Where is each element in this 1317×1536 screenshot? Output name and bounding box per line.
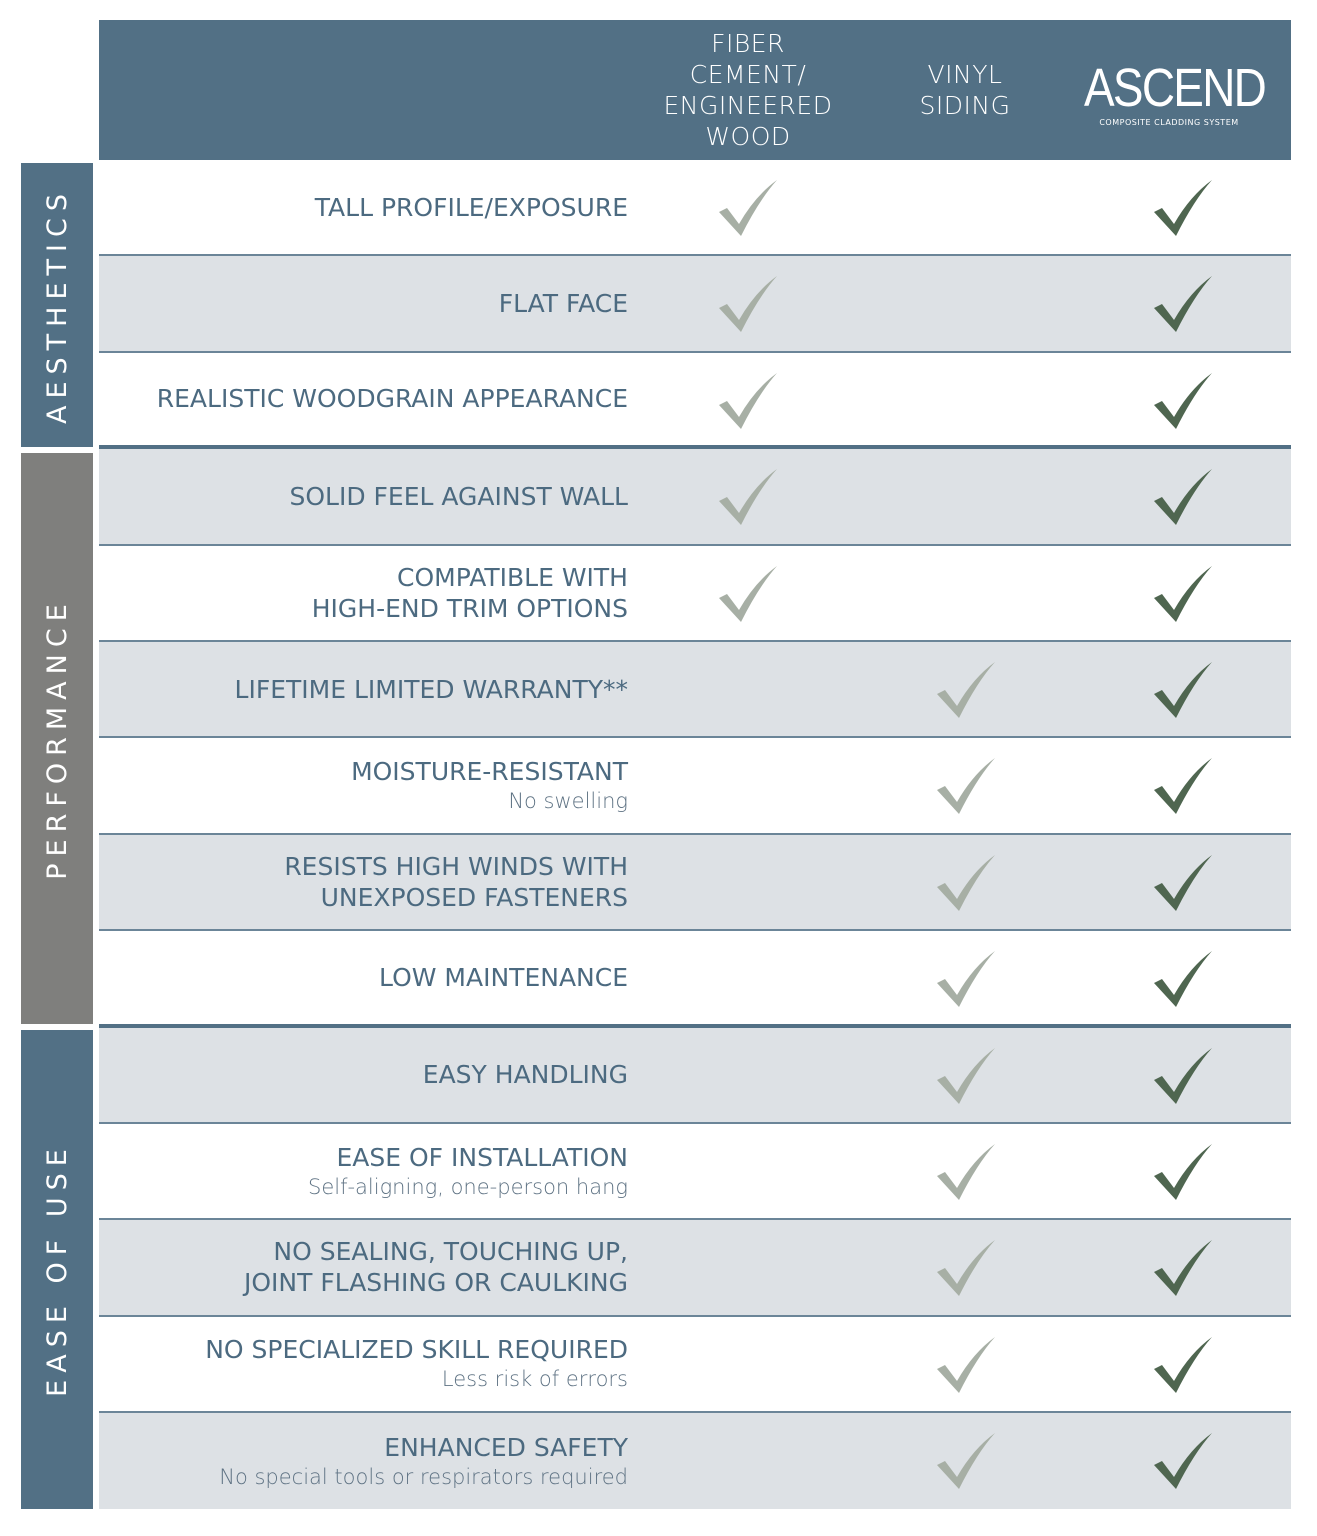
checkmark-icon — [1152, 756, 1214, 816]
table-row: TALL PROFILE/EXPOSURE — [99, 160, 1291, 257]
feature-name: COMPATIBLE WITH HIGH-END TRIM OPTIONS — [311, 562, 628, 623]
comparison-rows: TALL PROFILE/EXPOSURE FLAT FACE REALISTIC … — [99, 160, 1291, 1510]
table-row: RESISTS HIGH WINDS WITH UNEXPOSED FASTEN… — [99, 834, 1291, 932]
checkmark-icon — [935, 1238, 997, 1298]
row-label: NO SEALING, TOUCHING UP, JOINT FLASHING … — [244, 1220, 628, 1314]
row-label: MOISTURE-RESISTANT No swelling — [351, 738, 628, 832]
row-label: ENHANCED SAFETY No special tools or respi… — [219, 1413, 628, 1509]
logo-tagline: COMPOSITE CLADDING SYSTEM — [1099, 118, 1239, 127]
table-row: LIFETIME LIMITED WARRANTY** — [99, 641, 1291, 739]
checkmark-icon — [935, 949, 997, 1009]
feature-name: SOLID FEEL AGAINST WALL — [289, 481, 628, 511]
row-label: SOLID FEEL AGAINST WALL — [289, 449, 628, 543]
feature-name: LIFETIME LIMITED WARRANTY** — [234, 674, 628, 704]
column-header-vinyl-siding: VINYL SIDING — [919, 60, 1011, 120]
table-row: NO SPECIALIZED SKILL REQUIRED Less risk o… — [99, 1317, 1291, 1414]
checkmark-icon — [1152, 1335, 1214, 1395]
row-label: TALL PROFILE/EXPOSURE — [315, 160, 628, 254]
checkmark-icon — [1152, 1238, 1214, 1298]
feature-name: REALISTIC WOODGRAIN APPEARANCE — [156, 384, 628, 414]
feature-name: NO SPECIALIZED SKILL REQUIRED — [205, 1335, 628, 1365]
checkmark-icon — [1152, 564, 1214, 624]
feature-name: NO SEALING, TOUCHING UP, JOINT FLASHING … — [243, 1237, 628, 1298]
row-label: FLAT FACE — [499, 256, 628, 350]
checkmark-icon — [717, 274, 779, 334]
table-row: SOLID FEEL AGAINST WALL — [99, 449, 1291, 546]
feature-name: RESISTS HIGH WINDS WITH UNEXPOSED FASTEN… — [284, 851, 628, 912]
checkmark-icon — [935, 1431, 997, 1491]
feature-name: ENHANCED SAFETY — [384, 1432, 628, 1462]
checkmark-icon — [935, 1142, 997, 1202]
checkmark-icon — [1152, 274, 1214, 334]
checkmark-icon — [1152, 949, 1214, 1009]
feature-name: MOISTURE-RESISTANT — [351, 757, 628, 787]
table-row: ENHANCED SAFETY No special tools or respi… — [99, 1413, 1291, 1510]
feature-name: LOW MAINTENANCE — [379, 962, 628, 992]
checkmark-icon — [717, 467, 779, 527]
checkmark-icon — [1152, 467, 1214, 527]
section-aesthetics: AESTHETICS — [21, 163, 93, 447]
checkmark-icon — [717, 564, 779, 624]
checkmark-icon — [935, 756, 997, 816]
section-performance: PERFORMANCE — [21, 453, 93, 1024]
feature-note: No special tools or respirators required — [219, 1464, 628, 1489]
checkmark-icon — [935, 1335, 997, 1395]
feature-note: No swelling — [508, 789, 628, 814]
row-label: RESISTS HIGH WINDS WITH UNEXPOSED FASTEN… — [284, 835, 628, 929]
checkmark-icon — [1152, 371, 1214, 431]
table-row: FLAT FACE — [99, 256, 1291, 353]
checkmark-icon — [935, 853, 997, 913]
checkmark-icon — [717, 371, 779, 431]
checkmark-icon — [935, 1046, 997, 1106]
row-label: NO SPECIALIZED SKILL REQUIRED Less risk o… — [205, 1317, 628, 1411]
checkmark-icon — [1152, 1046, 1214, 1106]
row-label: REALISTIC WOODGRAIN APPEARANCE — [157, 353, 628, 445]
logo-wordmark: ASCEND — [1084, 58, 1267, 118]
section-label: EASE OF USE — [41, 1142, 73, 1397]
feature-note: Self-aligning, one-person hang — [307, 1174, 628, 1199]
row-label: EASE OF INSTALLATION Self-aligning, one-p… — [308, 1124, 628, 1218]
table-row: COMPATIBLE WITH HIGH-END TRIM OPTIONS — [99, 546, 1291, 642]
section-label: PERFORMANCE — [41, 597, 73, 880]
checkmark-icon — [1152, 660, 1214, 720]
section-ease-of-use: EASE OF USE — [21, 1030, 93, 1509]
row-label: LOW MAINTENANCE — [379, 931, 628, 1023]
feature-name: TALL PROFILE/EXPOSURE — [314, 192, 628, 222]
feature-note: Less risk of errors — [441, 1367, 628, 1392]
table-row: EASE OF INSTALLATION Self-aligning, one-p… — [99, 1124, 1291, 1221]
checkmark-icon — [1152, 1142, 1214, 1202]
ascend-logo: ASCEND COMPOSITE CLADDING SYSTEM — [1069, 60, 1269, 130]
table-header: FIBER CEMENT/ ENGINEERED WOOD VINYL SIDI… — [99, 20, 1291, 160]
row-label: COMPATIBLE WITH HIGH-END TRIM OPTIONS — [312, 546, 628, 640]
feature-name: EASY HANDLING — [422, 1060, 628, 1090]
table-row: MOISTURE-RESISTANT No swelling — [99, 738, 1291, 835]
section-label: AESTHETICS — [41, 186, 73, 424]
feature-name: EASE OF INSTALLATION — [336, 1142, 628, 1172]
checkmark-icon — [935, 660, 997, 720]
row-label: EASY HANDLING — [423, 1028, 628, 1122]
checkmark-icon — [1152, 178, 1214, 238]
table-row: LOW MAINTENANCE — [99, 931, 1291, 1028]
row-label: LIFETIME LIMITED WARRANTY** — [235, 642, 628, 736]
checkmark-icon — [717, 178, 779, 238]
checkmark-icon — [1152, 1431, 1214, 1491]
table-row: REALISTIC WOODGRAIN APPEARANCE — [99, 353, 1291, 450]
table-row: NO SEALING, TOUCHING UP, JOINT FLASHING … — [99, 1220, 1291, 1317]
table-row: EASY HANDLING — [99, 1027, 1291, 1124]
checkmark-icon — [1152, 853, 1214, 913]
feature-name: FLAT FACE — [498, 289, 628, 319]
column-header-fiber-cement: FIBER CEMENT/ ENGINEERED WOOD — [663, 29, 833, 151]
